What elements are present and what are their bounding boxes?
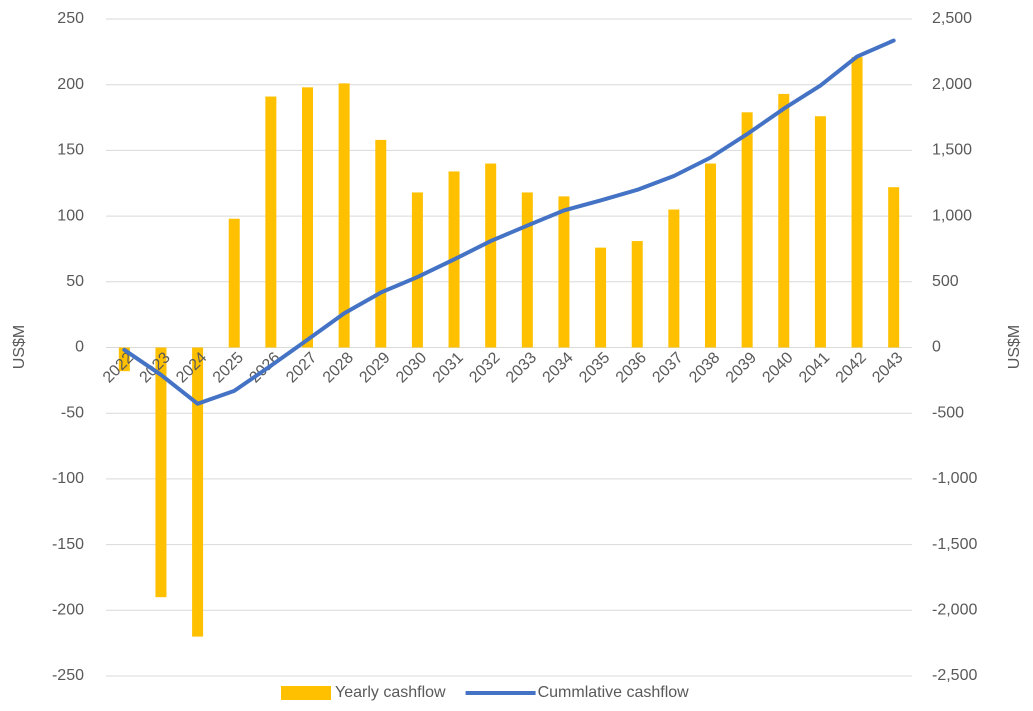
x-tick-label: 2035: [576, 349, 613, 386]
y2-axis-title: US$M: [1006, 325, 1023, 369]
x-tick-label: 2041: [796, 349, 833, 386]
x-tick-label: 2038: [686, 349, 723, 386]
y-tick-label: -200: [52, 602, 84, 619]
y-tick-label: 50: [66, 273, 84, 290]
y-tick-label: 150: [57, 142, 84, 159]
x-tick-label: 2029: [356, 349, 393, 386]
y-tick-label: 0: [75, 339, 84, 356]
x-tick-label: 2032: [466, 349, 503, 386]
bar: [155, 347, 167, 598]
bar: [375, 139, 387, 348]
bar: [705, 163, 716, 348]
line: [122, 38, 896, 406]
x-tick-label: 2037: [649, 349, 686, 386]
y2-tick-label: -500: [932, 404, 964, 421]
bar: [338, 83, 350, 348]
bar: [814, 116, 826, 348]
legend-label: Cummlative cashflow: [538, 684, 690, 701]
y2-tick-label: -1,500: [932, 536, 977, 553]
bar: [228, 218, 240, 348]
bar: [118, 347, 130, 372]
x-tick-label: 2042: [833, 349, 870, 386]
legend-label: Yearly cashflow: [335, 684, 446, 701]
x-tick-label: 2039: [723, 349, 760, 386]
x-tick-label: 2030: [393, 349, 430, 386]
y-tick-label: 100: [57, 207, 84, 224]
y2-tick-label: -1,000: [932, 470, 977, 487]
bar: [192, 347, 204, 637]
bar: [558, 196, 570, 348]
x-tick-label: 2043: [869, 349, 906, 386]
bar: [778, 93, 790, 348]
bar: [888, 187, 900, 348]
y-tick-label: -100: [52, 470, 84, 487]
bar: [631, 241, 643, 348]
y2-tick-label: -2,000: [932, 602, 977, 619]
y2-tick-label: 500: [932, 273, 959, 290]
y-tick-label: 200: [57, 76, 84, 93]
y-tick-label: -150: [52, 536, 84, 553]
bar: [411, 192, 423, 348]
y2-tick-label: 2,500: [932, 10, 972, 27]
x-tick-label: 2031: [430, 349, 467, 386]
y2-tick-label: 1,500: [932, 142, 972, 159]
x-tick-label: 2036: [613, 349, 650, 386]
y-tick-label: 250: [57, 10, 84, 27]
y2-tick-label: 0: [932, 339, 941, 356]
bar: [668, 209, 680, 348]
y-axis-title: US$M: [11, 325, 28, 369]
y2-tick-label: -2,500: [932, 667, 977, 684]
legend-swatch: [281, 686, 331, 700]
y-tick-label: -250: [52, 667, 84, 684]
x-tick-label: 2033: [503, 349, 540, 386]
bar: [851, 57, 863, 348]
x-tick-label: 2040: [759, 349, 796, 386]
x-tick-label: 2028: [320, 349, 357, 386]
x-tick-label: 2025: [210, 349, 247, 386]
y2-tick-label: 1,000: [932, 207, 972, 224]
bar: [302, 87, 313, 348]
x-tick-label: 2024: [173, 349, 210, 386]
bar: [595, 247, 607, 348]
y-tick-label: -50: [61, 404, 84, 421]
x-tick-label: 2034: [540, 349, 577, 386]
y2-tick-label: 2,000: [932, 76, 972, 93]
bar: [521, 192, 533, 348]
bar: [265, 96, 277, 348]
bar: [741, 112, 753, 348]
bar: [485, 163, 497, 348]
